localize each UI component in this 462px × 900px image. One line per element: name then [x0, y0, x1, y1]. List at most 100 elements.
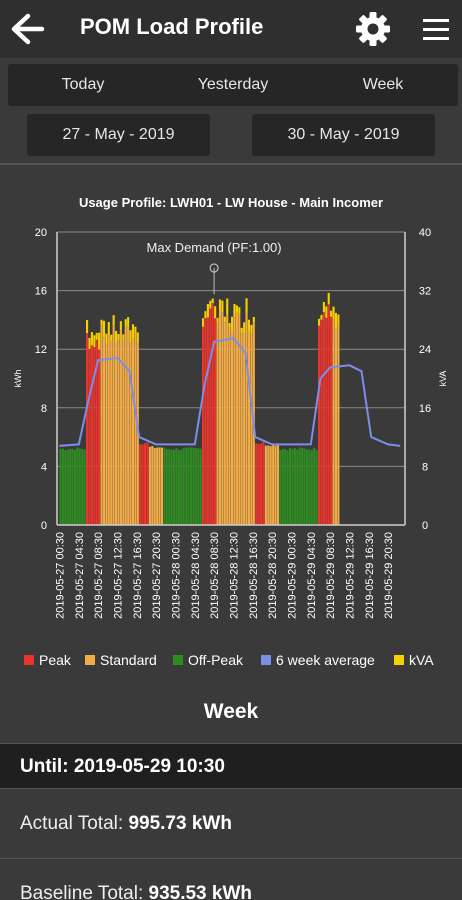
- arrow-left-icon[interactable]: [10, 12, 46, 46]
- legend-swatch: [85, 655, 95, 665]
- bar-peak: [330, 316, 333, 525]
- x-tick-label: 2019-05-29 00:30: [286, 532, 298, 619]
- y-left-tick-label: 0: [41, 520, 47, 532]
- bar-standard: [221, 312, 224, 525]
- legend-label: 6 week average: [276, 652, 375, 668]
- bar-kva: [223, 316, 226, 323]
- bar-off-peak: [286, 450, 289, 525]
- bar-off-peak: [71, 448, 74, 525]
- range-tab-bar: Today Yesterday Week: [8, 64, 458, 106]
- bar-off-peak: [64, 449, 67, 525]
- legend-label: Peak: [39, 652, 72, 668]
- summary-heading: Week: [203, 700, 259, 723]
- x-tick-label: 2019-05-28 16:30: [248, 532, 260, 619]
- bar-peak: [322, 312, 325, 525]
- bar-kva: [102, 320, 106, 338]
- bar-kva: [93, 335, 96, 348]
- bar-off-peak: [175, 448, 178, 525]
- bar-kva: [245, 298, 248, 314]
- y-right-axis-label: kVA: [438, 371, 448, 387]
- bar-standard: [240, 333, 243, 525]
- bar-kva: [214, 306, 217, 319]
- bar-kva: [124, 319, 127, 327]
- bar-peak: [90, 345, 93, 525]
- bar-off-peak: [177, 449, 180, 525]
- bar-standard: [105, 343, 108, 525]
- bar-off-peak: [66, 449, 69, 525]
- hamburger-icon[interactable]: [420, 14, 452, 46]
- x-tick-label: 2019-05-29 12:30: [344, 532, 356, 619]
- bar-standard: [247, 330, 251, 525]
- bar-peak: [211, 303, 214, 525]
- bar-off-peak: [279, 450, 282, 525]
- bar-kva: [86, 319, 89, 334]
- end-date-button[interactable]: 30 - May - 2019: [252, 114, 435, 156]
- bar-kva: [231, 316, 234, 331]
- bar-standard: [153, 447, 156, 525]
- actual-total-label: Actual Total:: [20, 813, 124, 834]
- bar-standard: [107, 335, 110, 525]
- legend-swatch: [24, 655, 34, 665]
- bar-off-peak: [69, 448, 72, 525]
- bar-off-peak: [313, 447, 316, 525]
- bar-off-peak: [61, 448, 64, 525]
- start-date-button[interactable]: 27 - May - 2019: [27, 114, 210, 156]
- bar-off-peak: [165, 448, 168, 525]
- tab-yesterday[interactable]: Yesterday: [197, 76, 269, 93]
- y-left-tick-label: 20: [35, 227, 47, 239]
- bar-peak: [141, 444, 144, 525]
- y-right-tick-label: 0: [422, 520, 428, 532]
- until-row: Until: 2019-05-29 10:30: [0, 743, 462, 789]
- bar-off-peak: [305, 449, 309, 525]
- bar-off-peak: [73, 450, 77, 525]
- bar-standard: [238, 313, 241, 525]
- bar-off-peak: [83, 449, 86, 525]
- bar-peak: [318, 325, 321, 525]
- bar-off-peak: [296, 449, 299, 525]
- bar-off-peak: [170, 449, 173, 525]
- bar-off-peak: [199, 448, 202, 525]
- y-right-tick-label: 8: [422, 461, 428, 473]
- bar-standard: [112, 325, 115, 525]
- baseline-total-value: 935.53 kWh: [148, 883, 253, 900]
- bar-kva: [216, 317, 219, 324]
- bar-kva: [115, 330, 118, 343]
- bar-standard: [334, 329, 338, 525]
- bar-standard: [156, 447, 159, 525]
- bar-standard: [235, 312, 238, 525]
- legend-label: kVA: [409, 652, 434, 668]
- bar-standard: [223, 322, 226, 525]
- bar-off-peak: [315, 450, 318, 525]
- bar-standard: [233, 317, 236, 525]
- bar-off-peak: [281, 448, 284, 525]
- bar-off-peak: [303, 448, 306, 525]
- bar-standard: [216, 323, 219, 525]
- tab-today[interactable]: Today: [61, 76, 105, 93]
- bar-off-peak: [284, 449, 287, 525]
- bar-kva: [95, 332, 98, 340]
- bar-standard: [117, 340, 120, 525]
- bar-peak: [204, 318, 207, 525]
- bar-off-peak: [180, 449, 183, 525]
- x-tick-label: 2019-05-27 04:30: [74, 532, 86, 619]
- gear-icon[interactable]: [354, 10, 392, 48]
- bar-standard: [231, 330, 234, 525]
- bar-standard: [122, 339, 125, 525]
- bar-kva: [235, 305, 238, 313]
- bar-peak: [260, 443, 263, 525]
- x-tick-label: 2019-05-29 08:30: [325, 532, 337, 619]
- tab-week[interactable]: Week: [362, 76, 404, 93]
- divider: [0, 163, 462, 165]
- y-right-tick-label: 24: [419, 344, 431, 356]
- bar-standard: [110, 341, 113, 525]
- bar-standard: [274, 445, 277, 525]
- bar-off-peak: [192, 447, 195, 525]
- average-line: [59, 337, 401, 447]
- bar-standard: [131, 338, 135, 525]
- bar-standard: [218, 309, 222, 525]
- bar-kva: [320, 314, 323, 320]
- app-bar: POM Load Profile: [0, 0, 462, 58]
- bar-standard: [267, 445, 270, 525]
- bar-kva: [129, 330, 132, 343]
- bar-off-peak: [197, 448, 200, 525]
